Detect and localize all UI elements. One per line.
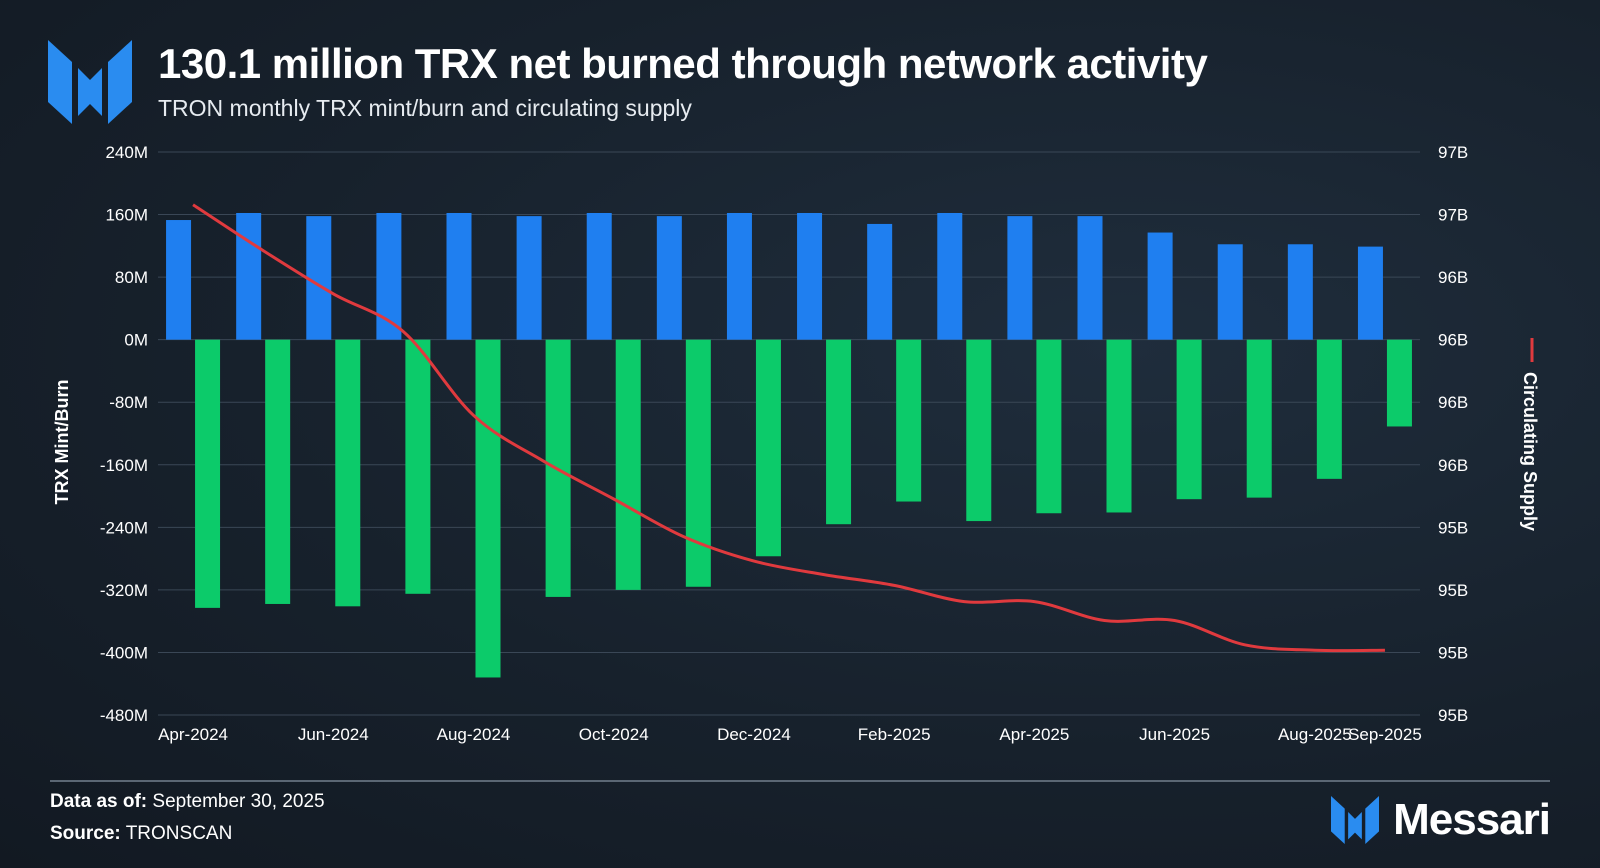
burn-bar	[685, 339, 711, 587]
y-tick-label: 80M	[115, 268, 148, 287]
burn-bar	[1316, 339, 1342, 479]
y2-tick-label: 96B	[1438, 456, 1468, 475]
burn-bar	[335, 339, 361, 607]
burn-bar	[475, 339, 501, 678]
chart-title: 130.1 million TRX net burned through net…	[158, 40, 1208, 87]
mint-bar	[1007, 216, 1033, 340]
x-tick-label: Sep-2025	[1348, 725, 1422, 744]
brand-name: Messari	[1393, 795, 1551, 844]
y2-tick-label: 96B	[1438, 331, 1468, 350]
y2-tick-label: 95B	[1438, 518, 1468, 537]
left-y-axis: 240M 160M 80M 0M -80M -160M -240M -320M -400M -48…	[100, 143, 148, 725]
mint-bar	[1077, 216, 1103, 340]
y2-axis-legend: Circulating Supply	[1520, 338, 1540, 531]
x-tick-label: Oct-2024	[579, 725, 649, 744]
chart-subtitle: TRON monthly TRX mint/burn and circulati…	[158, 95, 692, 121]
y-tick-label: -320M	[100, 581, 148, 600]
mint-bar	[797, 212, 823, 340]
y-tick-label: 0M	[124, 331, 148, 350]
y2-tick-label: 96B	[1438, 268, 1468, 287]
burn-bar	[826, 339, 852, 525]
y-tick-label: -160M	[100, 456, 148, 475]
messari-logo-icon	[48, 40, 132, 124]
y2-axis-title: Circulating Supply	[1520, 372, 1540, 531]
burn-bar	[195, 339, 221, 608]
y2-tick-label: 95B	[1438, 643, 1468, 662]
brand: Messari	[1331, 795, 1551, 844]
source-label: Source:	[50, 823, 121, 844]
mint-bar	[1147, 232, 1173, 340]
y-axis-title: TRX Mint/Burn	[52, 380, 72, 505]
source: Source: TRONSCAN	[50, 823, 232, 845]
burn-bar	[1036, 339, 1062, 514]
mint-bar	[867, 223, 893, 340]
data-as-of-label: Data as of:	[50, 791, 148, 812]
y2-tick-label: 95B	[1438, 706, 1468, 725]
burn-bar	[265, 339, 291, 604]
burn-bar	[405, 339, 431, 594]
mint-bar	[726, 212, 752, 340]
messari-brand-icon	[1331, 796, 1380, 844]
data-as-of: Data as of: September 30, 2025	[50, 791, 325, 813]
footer-divider	[50, 780, 1550, 782]
x-tick-label: Jun-2025	[1139, 725, 1210, 744]
y2-tick-label: 96B	[1438, 393, 1468, 412]
burn-bar	[896, 339, 922, 502]
y2-tick-label: 97B	[1438, 143, 1468, 162]
supply-line	[192, 203, 1385, 653]
x-axis: Apr-2024 Jun-2024 Aug-2024 Oct-2024 Dec-2024…	[158, 725, 1422, 744]
x-tick-label: Dec-2024	[717, 725, 791, 744]
source-value: TRONSCAN	[125, 823, 233, 844]
mint-bar	[586, 212, 612, 340]
burn-bar	[1246, 339, 1272, 498]
bars	[166, 212, 1412, 678]
mint-bar	[1217, 244, 1243, 340]
y-tick-label: -400M	[100, 643, 148, 662]
y-tick-label: 160M	[105, 206, 148, 225]
supply-line-group	[192, 203, 1385, 653]
right-y-axis: 97B 97B 96B 96B 96B 96B 95B 95B 95B 95B	[1438, 143, 1468, 725]
data-as-of-value: September 30, 2025	[152, 791, 325, 812]
x-tick-label: Feb-2025	[858, 725, 931, 744]
y-tick-label: 240M	[105, 143, 148, 162]
x-tick-label: Aug-2024	[437, 725, 511, 744]
mint-bar	[446, 212, 472, 340]
gridlines	[158, 151, 1420, 716]
y-tick-label: -240M	[100, 518, 148, 537]
x-tick-label: Apr-2024	[158, 725, 228, 744]
burn-bar	[1386, 339, 1412, 427]
mint-bar	[376, 212, 402, 340]
burn-bar	[755, 339, 781, 557]
mint-bar	[306, 216, 332, 340]
mint-bar	[516, 216, 542, 340]
mint-bar	[656, 216, 682, 340]
x-tick-label: Jun-2024	[298, 725, 369, 744]
x-tick-label: Aug-2025	[1278, 725, 1352, 744]
burn-bar	[615, 339, 641, 590]
y2-tick-label: 97B	[1438, 206, 1468, 225]
mint-bar	[1357, 246, 1383, 340]
mint-bar	[166, 220, 192, 340]
x-tick-label: Apr-2025	[999, 725, 1069, 744]
burn-bar	[1176, 339, 1202, 500]
burn-bar	[1106, 339, 1132, 513]
y2-tick-label: 95B	[1438, 581, 1468, 600]
mint-bar	[236, 212, 262, 340]
burn-bar	[966, 339, 992, 522]
mint-bar	[937, 212, 963, 340]
mint-bar	[1287, 244, 1313, 340]
y-tick-label: -480M	[100, 706, 148, 725]
y-tick-label: -80M	[109, 393, 148, 412]
